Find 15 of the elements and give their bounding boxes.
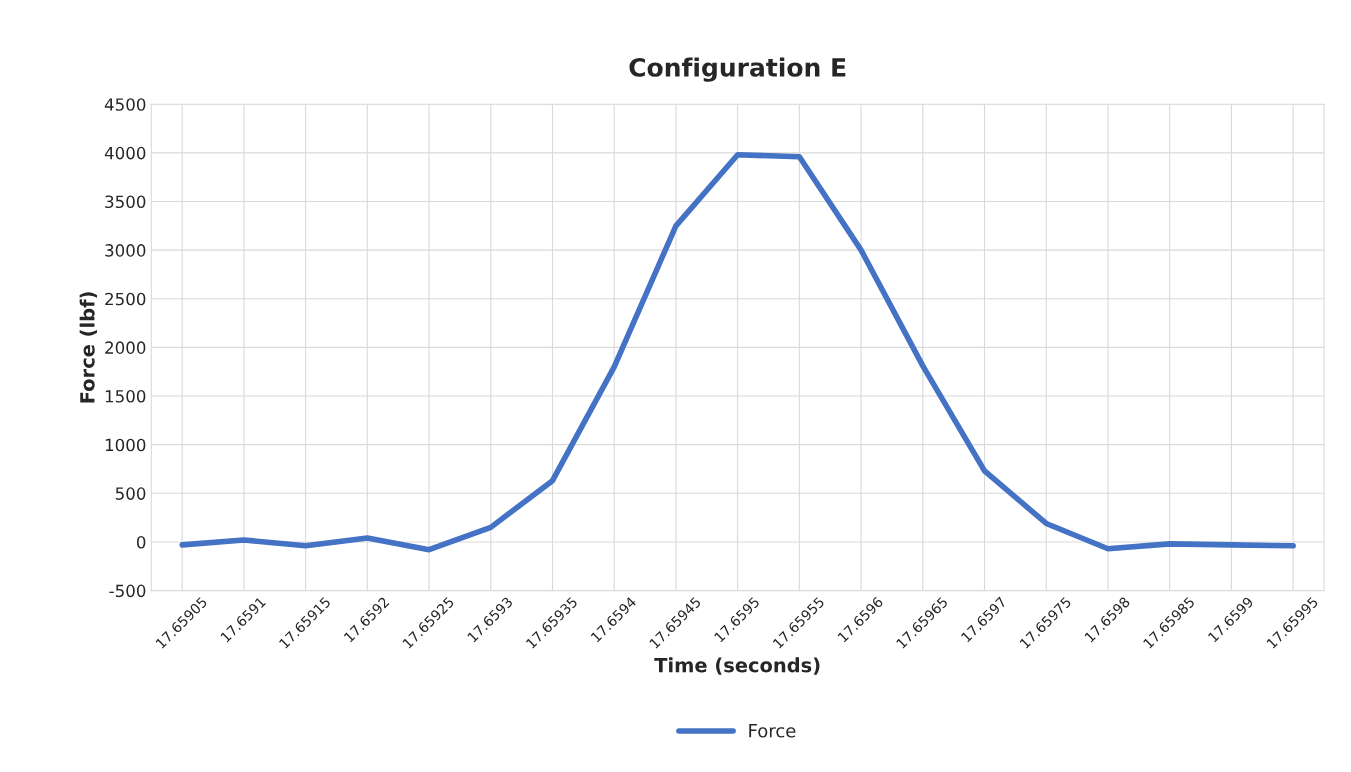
y-tick-label: 4000 bbox=[104, 146, 146, 160]
y-tick-label: 1500 bbox=[105, 390, 146, 403]
y-tick-label: 500 bbox=[115, 487, 146, 500]
y-tick-label: -500 bbox=[109, 584, 146, 598]
y-tick-label: 2000 bbox=[105, 341, 146, 354]
x-axis-title: Time (seconds) bbox=[654, 657, 820, 675]
legend-label: Force bbox=[749, 724, 796, 738]
y-tick-label: 1000 bbox=[105, 438, 146, 452]
y-tick-label: 2500 bbox=[105, 292, 146, 306]
y-tick-label: 3000 bbox=[105, 244, 146, 257]
y-tick-label: 0 bbox=[136, 535, 146, 549]
y-tick-label: 3500 bbox=[105, 195, 146, 209]
y-axis-title: Force (lbf) bbox=[79, 292, 97, 403]
y-tick-label: 4500 bbox=[104, 98, 146, 111]
chart-title: Configuration E bbox=[629, 57, 846, 82]
